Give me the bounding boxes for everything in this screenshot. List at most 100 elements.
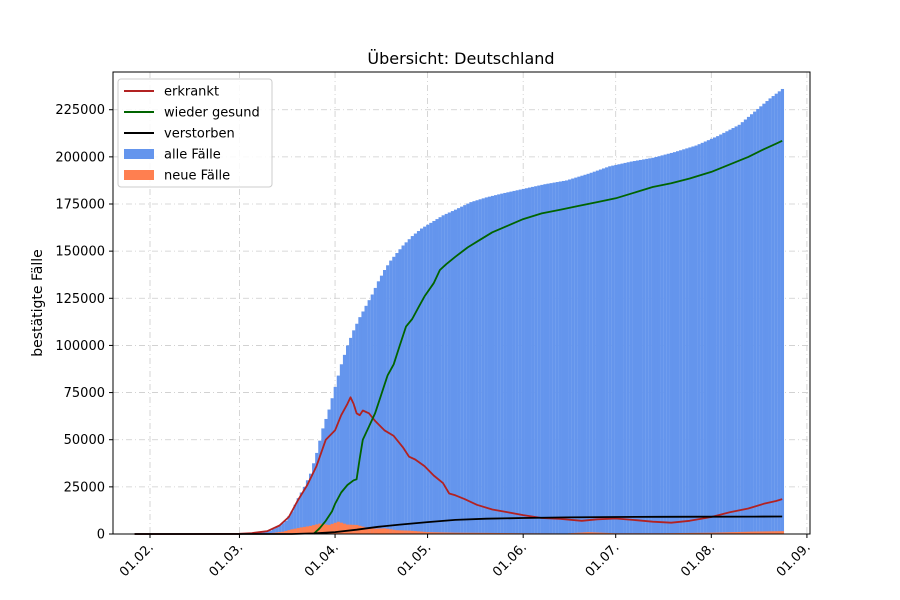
bar <box>423 226 427 534</box>
bar <box>435 532 439 534</box>
bar <box>719 532 723 534</box>
bar <box>373 528 377 534</box>
bar <box>771 96 775 535</box>
bar <box>777 91 781 534</box>
bar <box>737 531 741 534</box>
y-tick-label: 125000 <box>55 292 105 307</box>
legend-label: erkrankt <box>164 85 219 100</box>
bar <box>620 163 624 534</box>
bar <box>719 134 723 534</box>
bar <box>509 191 513 535</box>
bar <box>780 88 785 534</box>
bar <box>447 212 451 534</box>
bar <box>469 532 473 534</box>
bar <box>685 148 689 534</box>
bar <box>349 524 353 534</box>
bar <box>722 532 726 534</box>
bar <box>589 532 593 534</box>
y-tick-label: 175000 <box>55 198 105 213</box>
bar <box>287 530 291 534</box>
bar <box>472 201 476 534</box>
bar <box>703 532 707 534</box>
bar <box>774 93 778 534</box>
bar <box>281 523 285 534</box>
bar <box>429 532 433 534</box>
bar <box>716 136 720 534</box>
bar <box>642 159 646 534</box>
bar <box>466 203 470 534</box>
bar <box>321 524 325 534</box>
bar <box>333 522 337 534</box>
y-tick-label: 75000 <box>64 386 105 401</box>
bar <box>370 528 374 534</box>
bar <box>728 129 732 534</box>
bar <box>315 452 319 534</box>
bar <box>497 194 501 534</box>
bar <box>709 532 714 534</box>
bar <box>364 305 368 534</box>
line-verstorben <box>134 515 783 535</box>
x-tick-label: 01.05. <box>395 540 435 580</box>
bar <box>734 532 738 534</box>
bar <box>685 532 689 534</box>
x-tick-label: 01.09. <box>774 540 814 580</box>
bar <box>731 128 735 534</box>
bar <box>531 186 535 535</box>
bar <box>740 122 744 534</box>
chart-title: Übersicht: Deutschland <box>367 49 554 68</box>
bar <box>321 428 325 534</box>
bar <box>308 525 313 534</box>
bar <box>552 182 556 534</box>
bar <box>290 511 294 534</box>
bar <box>349 337 353 534</box>
bar <box>574 532 578 534</box>
bar <box>601 532 606 534</box>
bar <box>463 532 467 534</box>
bar <box>426 224 430 534</box>
bar <box>657 156 661 535</box>
bar <box>574 177 578 534</box>
bar <box>774 531 778 534</box>
bar <box>728 532 732 534</box>
bar <box>614 164 618 534</box>
bar <box>336 375 340 534</box>
bar <box>453 209 458 534</box>
bar <box>401 530 405 534</box>
bar <box>423 531 427 534</box>
bar <box>617 164 621 534</box>
bar <box>416 531 421 534</box>
bar <box>706 140 711 535</box>
bar <box>438 217 442 534</box>
bar <box>278 525 282 534</box>
bar <box>481 198 485 535</box>
bar <box>743 531 748 534</box>
bar <box>651 157 655 535</box>
bar <box>608 532 612 534</box>
bar <box>293 504 297 534</box>
bar <box>669 152 674 534</box>
bar <box>688 532 692 534</box>
bar <box>367 527 371 534</box>
x-tick-label: 01.06. <box>490 540 530 580</box>
bar <box>540 184 544 534</box>
y-tick-label: 50000 <box>64 433 105 448</box>
bar <box>663 154 667 534</box>
x-axis-ticks: 01.02. 01.03. 01.04. 01.05. 01.06. 01.07. 01.0… <box>117 534 814 580</box>
bar <box>697 532 701 534</box>
bar <box>494 195 498 534</box>
bar <box>299 527 303 534</box>
bar <box>475 532 479 534</box>
bar <box>638 159 643 534</box>
bar <box>293 528 297 534</box>
bar <box>429 222 433 534</box>
bar <box>312 463 316 534</box>
bar <box>487 532 492 534</box>
bar <box>521 188 525 534</box>
bar <box>580 175 584 534</box>
bar <box>379 275 384 534</box>
bar <box>654 156 658 535</box>
bar <box>330 398 334 534</box>
bar <box>361 526 365 534</box>
legend-item: erkrankt <box>124 85 219 100</box>
bar <box>672 152 677 534</box>
